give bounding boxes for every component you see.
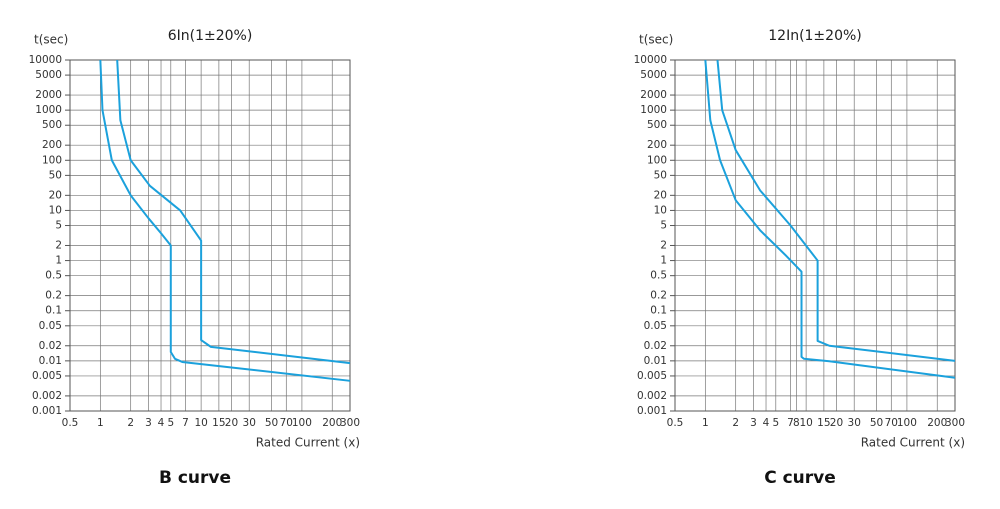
x-tick-label: 70 bbox=[280, 417, 293, 429]
x-tick-label: 2 bbox=[127, 417, 134, 429]
y-tick-label: 2000 bbox=[35, 89, 62, 101]
y-tick-label: 20 bbox=[49, 189, 62, 201]
x-tick-label: 5 bbox=[772, 417, 779, 429]
y-tick-label: 0.001 bbox=[32, 405, 62, 417]
y-axis-label: t(sec) bbox=[34, 33, 68, 47]
x-tick-label: 10 bbox=[799, 417, 812, 429]
curve bbox=[99, 59, 351, 382]
y-tick-label: 200 bbox=[647, 139, 667, 151]
x-tick-label: 300 bbox=[340, 417, 360, 429]
x-tick-label: 15 bbox=[817, 417, 830, 429]
plot-border bbox=[69, 59, 351, 412]
x-tick-label: 20 bbox=[225, 417, 238, 429]
y-tick-label: 0.02 bbox=[644, 340, 667, 352]
y-tick-label: 200 bbox=[42, 139, 62, 151]
y-tick-label: 0.5 bbox=[45, 270, 62, 282]
y-tick-label: 0.005 bbox=[637, 370, 667, 382]
x-tick-label: 5 bbox=[167, 417, 174, 429]
y-tick-label: 0.005 bbox=[32, 370, 62, 382]
x-tick-label: 0.5 bbox=[667, 417, 684, 429]
y-tick-label: 2000 bbox=[640, 89, 667, 101]
x-tick-label: 2 bbox=[732, 417, 739, 429]
x-tick-label: 7 bbox=[182, 417, 189, 429]
caption: B curve bbox=[159, 468, 231, 488]
x-tick-label: 1 bbox=[97, 417, 104, 429]
y-tick-label: 5000 bbox=[35, 69, 62, 81]
y-tick-label: 1 bbox=[55, 255, 62, 267]
y-tick-label: 5000 bbox=[640, 69, 667, 81]
y-tick-label: 0.001 bbox=[637, 405, 667, 417]
y-tick-label: 0.02 bbox=[39, 340, 62, 352]
y-tick-label: 0.01 bbox=[39, 355, 62, 367]
y-tick-label: 50 bbox=[654, 169, 667, 181]
chart-title: 6In(1±20%) bbox=[168, 28, 253, 44]
y-tick-label: 20 bbox=[654, 189, 667, 201]
x-tick-label: 100 bbox=[292, 417, 312, 429]
x-tick-label: 100 bbox=[897, 417, 917, 429]
caption: C curve bbox=[764, 468, 836, 488]
y-tick-label: 0.5 bbox=[650, 270, 667, 282]
curve bbox=[116, 59, 351, 365]
y-tick-label: 50 bbox=[49, 169, 62, 181]
x-tick-label: 8 bbox=[793, 417, 800, 429]
x-tick-label: 200 bbox=[322, 417, 342, 429]
y-tick-label: 10000 bbox=[29, 54, 62, 66]
y-tick-label: 1 bbox=[660, 255, 667, 267]
x-tick-label: 30 bbox=[243, 417, 256, 429]
y-tick-label: 0.1 bbox=[45, 305, 62, 317]
y-tick-label: 100 bbox=[42, 154, 62, 166]
x-axis-label: Rated Current (x) bbox=[256, 436, 360, 450]
x-tick-label: 200 bbox=[927, 417, 947, 429]
curve bbox=[716, 59, 956, 362]
y-tick-label: 0.01 bbox=[644, 355, 667, 367]
y-tick-label: 0.002 bbox=[637, 390, 667, 402]
x-tick-label: 0.5 bbox=[62, 417, 79, 429]
y-tick-label: 0.1 bbox=[650, 305, 667, 317]
y-axis-label: t(sec) bbox=[639, 33, 673, 47]
x-tick-label: 300 bbox=[945, 417, 965, 429]
y-tick-label: 2 bbox=[660, 239, 667, 251]
x-tick-label: 15 bbox=[212, 417, 225, 429]
x-tick-label: 7 bbox=[787, 417, 794, 429]
x-tick-label: 1 bbox=[702, 417, 709, 429]
y-tick-label: 0.05 bbox=[644, 320, 667, 332]
y-tick-label: 10000 bbox=[634, 54, 667, 66]
x-tick-label: 4 bbox=[763, 417, 770, 429]
y-tick-label: 10 bbox=[654, 204, 667, 216]
x-tick-label: 3 bbox=[750, 417, 757, 429]
x-tick-label: 20 bbox=[830, 417, 843, 429]
x-tick-label: 10 bbox=[194, 417, 207, 429]
x-tick-label: 50 bbox=[870, 417, 883, 429]
x-tick-label: 3 bbox=[145, 417, 152, 429]
chart-title: 12In(1±20%) bbox=[768, 28, 862, 44]
y-tick-label: 0.05 bbox=[39, 320, 62, 332]
x-tick-label: 4 bbox=[158, 417, 165, 429]
y-tick-label: 1000 bbox=[35, 104, 62, 116]
y-tick-label: 100 bbox=[647, 154, 667, 166]
y-tick-label: 0.002 bbox=[32, 390, 62, 402]
y-tick-label: 500 bbox=[42, 119, 62, 131]
y-tick-label: 0.2 bbox=[45, 290, 62, 302]
x-tick-label: 50 bbox=[265, 417, 278, 429]
x-tick-label: 70 bbox=[885, 417, 898, 429]
y-tick-label: 500 bbox=[647, 119, 667, 131]
y-tick-label: 0.2 bbox=[650, 290, 667, 302]
curve bbox=[704, 59, 956, 379]
y-tick-label: 2 bbox=[55, 239, 62, 251]
x-tick-label: 30 bbox=[848, 417, 861, 429]
y-tick-label: 10 bbox=[49, 204, 62, 216]
y-tick-label: 5 bbox=[55, 220, 62, 232]
y-tick-label: 1000 bbox=[640, 104, 667, 116]
y-tick-label: 5 bbox=[660, 220, 667, 232]
x-axis-label: Rated Current (x) bbox=[861, 436, 965, 450]
plot-border bbox=[674, 59, 956, 412]
